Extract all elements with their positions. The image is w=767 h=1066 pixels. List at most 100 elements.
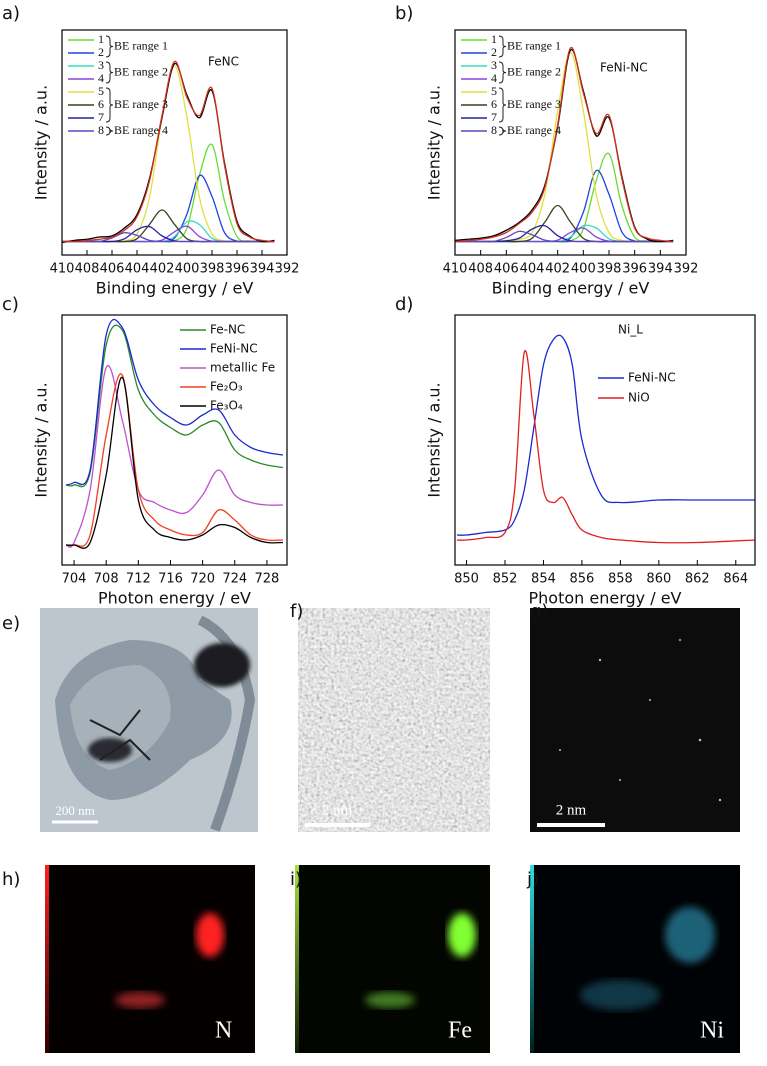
legend-label: 5: [98, 84, 104, 98]
series-line: [454, 47, 674, 243]
scale-bar-label: 2 nm: [322, 802, 353, 818]
x-tick-label: 396: [622, 262, 647, 277]
legend-brace: [105, 87, 114, 123]
image-h: N 250 nm N K h): [2, 865, 255, 1062]
series-line: [456, 334, 755, 536]
x-tick-label: 398: [597, 262, 622, 277]
x-tick-label: 712: [126, 572, 151, 587]
x-tick-label: 408: [75, 262, 100, 277]
panel-label: j): [526, 869, 539, 890]
x-tick-label: 408: [468, 262, 493, 277]
y-axis-label: Intensity / a.u.: [32, 85, 51, 200]
image-g: 2 nm g): [530, 601, 740, 832]
legend-label: 2: [98, 45, 104, 59]
series-line: [61, 143, 275, 243]
image-f: 2 nm f): [290, 601, 490, 832]
x-tick-label: 410: [50, 262, 75, 277]
x-tick-label: 404: [125, 262, 150, 277]
legend-brace: [498, 87, 507, 123]
x-tick-label: 394: [250, 262, 275, 277]
panel-label: a): [2, 3, 20, 24]
legend-label: Fe₃O₄: [210, 399, 243, 413]
legend-brace: [105, 61, 114, 84]
x-axis-label: Binding energy / eV: [492, 279, 650, 298]
x-tick-label: 720: [190, 572, 215, 587]
legend-brace: [105, 35, 114, 58]
plot-frame: [61, 314, 288, 566]
legend-label: 3: [491, 58, 497, 72]
legend-label: 6: [491, 97, 497, 111]
chart: 410 408 406 404 402 400 398 396 394 392 Binding en…: [2, 3, 299, 298]
legend-label: NiO: [628, 391, 650, 405]
x-tick-label: 410: [443, 262, 468, 277]
series-line: [61, 60, 275, 243]
image-j: Ni 250 nm Ni K j): [526, 865, 740, 1062]
x-tick-label: 864: [723, 572, 748, 587]
x-tick-label: 862: [685, 572, 710, 587]
series-line: [454, 230, 674, 243]
legend-label: FeNi-NC: [628, 371, 676, 385]
x-tick-label: 860: [646, 572, 671, 587]
chart: 410 408 406 404 402 400 398 396 394 392 Binding en…: [395, 3, 698, 298]
legend-group-label: BE range 2: [114, 64, 168, 78]
x-tick-label: 396: [225, 262, 250, 277]
x-tick-label: 716: [158, 572, 183, 587]
panel-label: c): [2, 294, 19, 315]
scale-bar-label: 2 nm: [556, 802, 587, 818]
legend-group-label: BE range 1: [114, 38, 168, 52]
legend-brace: [498, 35, 507, 58]
x-tick-label: 392: [275, 262, 300, 277]
legend-label: Fe-NC: [210, 323, 245, 337]
legend-label: 4: [98, 71, 104, 85]
scale-bar-label: 250 nm: [350, 1056, 369, 1062]
panel-label: h): [2, 869, 20, 890]
legend-group-label: BE range 4: [114, 123, 168, 137]
series-line: [456, 349, 756, 544]
x-tick-label: 856: [570, 572, 595, 587]
x-tick-label: 704: [62, 572, 87, 587]
legend-group-label: BE range 3: [114, 97, 168, 111]
annotation: Ni_L: [618, 323, 643, 337]
plot-frame: [454, 314, 756, 566]
legend-label: 8: [491, 123, 497, 137]
legend-label: 6: [98, 97, 104, 111]
x-tick-label: 394: [648, 262, 673, 277]
legend-label: 1: [491, 32, 497, 46]
legend-label: 7: [491, 110, 497, 124]
legend-label: Fe₂O₃: [210, 380, 243, 394]
scale-bar-label: 250 nm: [585, 1056, 604, 1062]
series-line: [454, 224, 674, 243]
y-axis-label: Intensity / a.u.: [32, 382, 51, 497]
legend-group-label: BE range 2: [507, 64, 561, 78]
channel-label: Fe K: [472, 1056, 483, 1062]
panel-label: e): [2, 613, 20, 634]
legend-label: 2: [491, 45, 497, 59]
legend-brace: [498, 61, 507, 84]
plot-frame: [61, 29, 288, 256]
x-tick-label: 850: [454, 572, 479, 587]
series-line: [65, 318, 284, 486]
panel-label: g): [530, 601, 548, 622]
x-tick-label: 406: [494, 262, 519, 277]
channel-label: Ni K: [722, 1056, 733, 1062]
series-line: [65, 364, 283, 548]
element-label: Ni: [700, 1018, 724, 1044]
series-line: [61, 232, 275, 243]
x-tick-label: 400: [175, 262, 200, 277]
x-tick-label: 402: [545, 262, 570, 277]
panel-label: i): [290, 869, 302, 890]
legend-brace: [105, 126, 114, 136]
x-tick-label: 404: [520, 262, 545, 277]
annotation: FeNi-NC: [600, 61, 648, 75]
legend-brace: [498, 126, 507, 136]
legend-group-label: BE range 1: [507, 38, 561, 52]
panel-label: b): [395, 3, 413, 24]
x-axis-label: Photon energy / eV: [98, 589, 251, 608]
y-axis-label: Intensity / a.u.: [425, 382, 444, 497]
panel-label: d): [395, 294, 413, 315]
legend-label: 1: [98, 32, 104, 46]
x-tick-label: 724: [222, 572, 247, 587]
element-label: N: [215, 1018, 232, 1044]
